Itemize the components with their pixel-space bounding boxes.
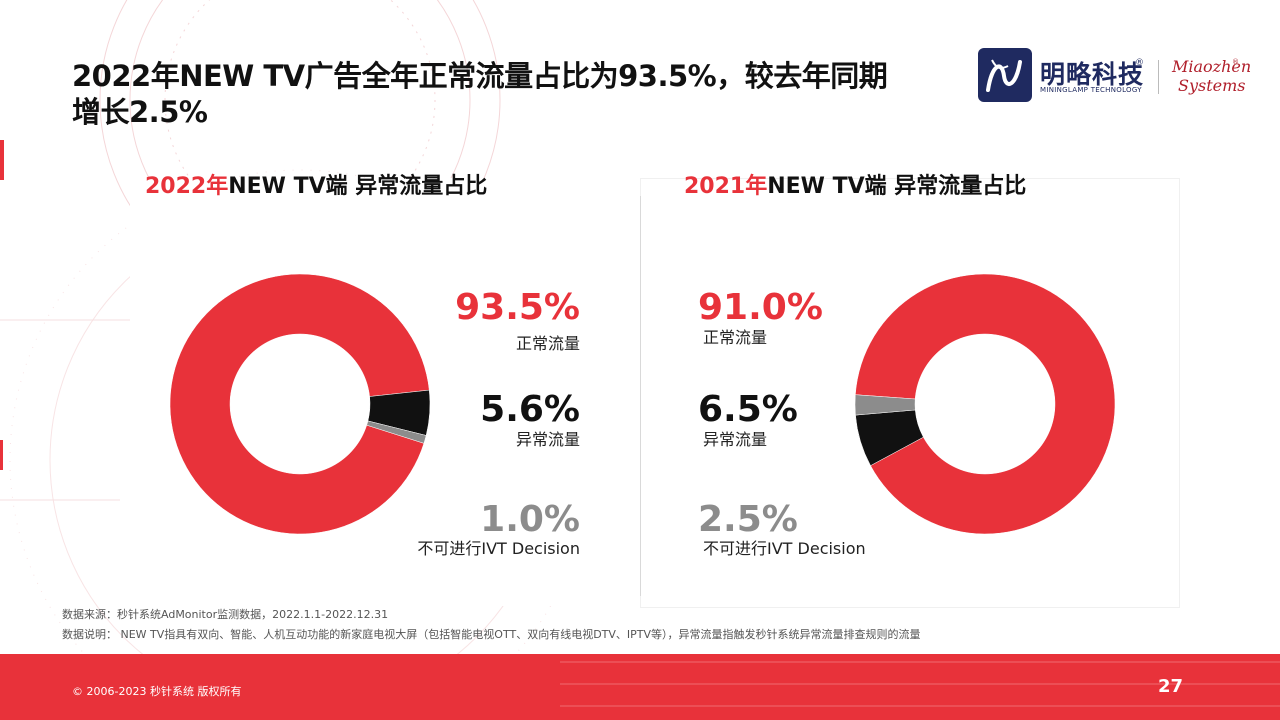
label-normal-2022: 正常流量	[515, 334, 580, 353]
donut-chart-2022	[169, 273, 431, 535]
chart-title-text: NEW TV端 异常流量占比	[767, 174, 1027, 199]
footer-copyright: © 2006-2023 秒针系统 版权所有	[72, 685, 242, 698]
value-normal-2022: 93.5%	[455, 287, 580, 328]
label-abnormal-2021: 异常流量	[703, 430, 768, 449]
chart-title-text: NEW TV端 异常流量占比	[228, 174, 488, 199]
value-ivt-2021: 2.5%	[698, 499, 798, 540]
chart-title-year: 2021年	[684, 174, 768, 199]
value-ivt-2022: 1.0%	[480, 499, 580, 540]
mininglamp-logo-text: 明略科技	[1040, 60, 1145, 89]
value-abnormal-2022: 5.6%	[480, 389, 580, 430]
mininglamp-logo-icon	[978, 48, 1032, 102]
miaozhen-registered-mark: ®	[1232, 58, 1239, 66]
registered-mark: ®	[1135, 58, 1144, 68]
value-abnormal-2021: 6.5%	[698, 389, 798, 430]
label-normal-2021: 正常流量	[703, 328, 768, 347]
miaozhen-logo-line1: Miaozhen	[1172, 57, 1252, 76]
miaozhen-logo-line2: Systems	[1178, 76, 1246, 95]
donut-chart-2021	[854, 273, 1116, 535]
value-normal-2021: 91.0%	[698, 287, 823, 328]
chart-title-2022: 2022年NEW TV端 异常流量占比	[145, 168, 487, 200]
page-title-line1: 2022年NEW TV广告全年正常流量占比为93.5%，较去年同期	[72, 59, 888, 93]
label-ivt-2022: 不可进行IVT Decision	[417, 539, 580, 558]
panel-divider	[640, 196, 641, 596]
mininglamp-logo-subtext: MININGLAMP TECHNOLOGY	[1040, 86, 1142, 94]
footer-bar	[0, 654, 1280, 720]
slice-ivt-undecided	[854, 394, 916, 416]
slice-normal	[169, 273, 430, 535]
page-number: 27	[1158, 676, 1184, 697]
data-source-note: 数据来源：秒针系统AdMonitor监测数据，2022.1.1-2022.12.…	[62, 608, 389, 621]
logo-separator	[1158, 60, 1159, 94]
page-title-line2: 增长2.5%	[72, 95, 208, 129]
slice-normal	[855, 273, 1116, 535]
page-title: 2022年NEW TV广告全年正常流量占比为93.5%，较去年同期 增长2.5%	[72, 58, 972, 130]
chart-title-year: 2022年	[145, 174, 229, 199]
slice-ivt-undecided	[366, 420, 427, 444]
label-ivt-2021: 不可进行IVT Decision	[703, 539, 866, 558]
footer-pattern	[560, 661, 1280, 707]
data-explanation-note: 数据说明： NEW TV指具有双向、智能、人机互动功能的新家庭电视大屏（包括智能…	[62, 628, 921, 641]
label-abnormal-2022: 异常流量	[515, 430, 580, 449]
chart-title-2021: 2021年NEW TV端 异常流量占比	[684, 168, 1026, 200]
